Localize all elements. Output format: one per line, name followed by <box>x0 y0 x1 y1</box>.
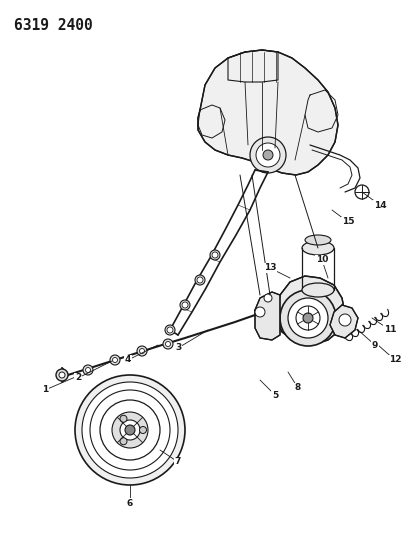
Circle shape <box>125 425 135 435</box>
Circle shape <box>166 342 171 346</box>
Circle shape <box>165 325 175 335</box>
Circle shape <box>256 143 280 167</box>
Circle shape <box>137 346 147 356</box>
Text: 5: 5 <box>272 391 278 400</box>
Ellipse shape <box>302 241 334 255</box>
Text: 3: 3 <box>175 343 181 352</box>
Circle shape <box>75 375 185 485</box>
Circle shape <box>82 382 178 478</box>
Circle shape <box>296 306 320 330</box>
Circle shape <box>120 415 127 422</box>
Circle shape <box>255 307 265 317</box>
Circle shape <box>86 367 91 373</box>
Text: 8: 8 <box>295 384 301 392</box>
Text: 10: 10 <box>316 255 328 264</box>
Text: 11: 11 <box>384 326 396 335</box>
Circle shape <box>210 250 220 260</box>
Circle shape <box>90 390 170 470</box>
Text: 9: 9 <box>372 341 378 350</box>
Circle shape <box>182 302 188 308</box>
Text: 4: 4 <box>125 356 131 365</box>
Circle shape <box>140 349 144 353</box>
Polygon shape <box>198 50 338 175</box>
Circle shape <box>113 358 118 362</box>
Circle shape <box>195 275 205 285</box>
Circle shape <box>280 290 336 346</box>
Circle shape <box>120 420 140 440</box>
Circle shape <box>100 400 160 460</box>
Circle shape <box>264 294 272 302</box>
Text: 6: 6 <box>127 498 133 507</box>
Text: 2: 2 <box>75 374 81 383</box>
Circle shape <box>263 150 273 160</box>
Circle shape <box>120 438 127 445</box>
Ellipse shape <box>302 283 334 297</box>
Circle shape <box>288 298 328 338</box>
Circle shape <box>167 327 173 333</box>
Polygon shape <box>255 292 280 340</box>
Circle shape <box>339 314 351 326</box>
Text: 6319 2400: 6319 2400 <box>14 18 93 33</box>
Text: 15: 15 <box>342 217 354 227</box>
Circle shape <box>110 355 120 365</box>
Circle shape <box>140 426 146 433</box>
Circle shape <box>83 365 93 375</box>
Circle shape <box>355 185 369 199</box>
Text: 14: 14 <box>374 200 386 209</box>
Circle shape <box>303 313 313 323</box>
Polygon shape <box>276 276 345 345</box>
Circle shape <box>180 300 190 310</box>
Text: 12: 12 <box>389 356 401 365</box>
Circle shape <box>250 137 286 173</box>
Text: 13: 13 <box>264 263 276 272</box>
Circle shape <box>112 412 148 448</box>
Circle shape <box>59 372 65 378</box>
Text: 7: 7 <box>175 457 181 466</box>
Circle shape <box>212 252 218 258</box>
Polygon shape <box>330 305 358 338</box>
Text: 1: 1 <box>42 385 48 394</box>
Circle shape <box>163 339 173 349</box>
Ellipse shape <box>305 235 331 245</box>
Circle shape <box>197 277 203 283</box>
Circle shape <box>56 369 68 381</box>
